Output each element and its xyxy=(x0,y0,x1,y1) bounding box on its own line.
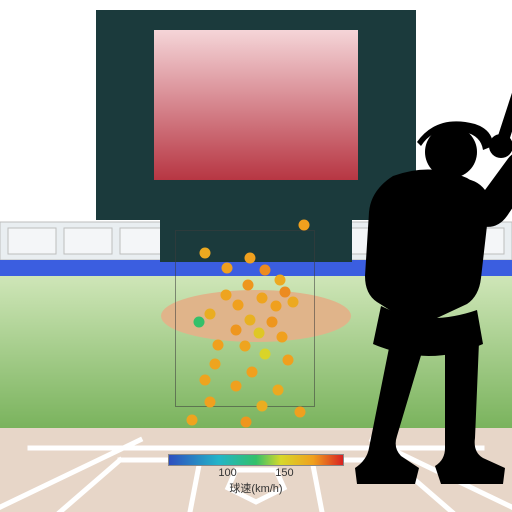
speed-color-legend: 100 150 球速(km/h) xyxy=(168,454,344,496)
batter-silhouette xyxy=(0,0,512,512)
legend-tick-150: 150 xyxy=(275,467,293,479)
legend-tick-spacer xyxy=(168,467,180,479)
legend-gradient-bar xyxy=(168,454,344,466)
legend-ticks: 100 150 xyxy=(168,467,344,479)
pitch-location-chart: 100 150 球速(km/h) xyxy=(0,0,512,512)
legend-tick-spacer xyxy=(332,467,344,479)
legend-tick-100: 100 xyxy=(218,467,236,479)
legend-axis-label: 球速(km/h) xyxy=(168,480,344,496)
